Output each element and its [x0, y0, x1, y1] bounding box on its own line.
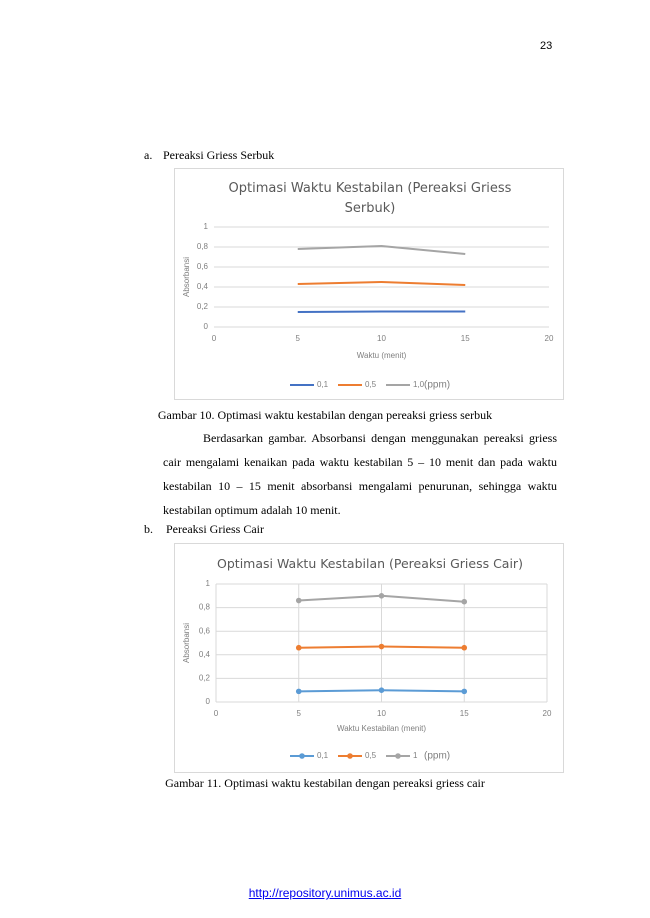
section-marker: a. — [144, 148, 153, 162]
x-tick-label: 20 — [545, 334, 554, 343]
series-line — [297, 280, 466, 286]
y-tick-label: 0,8 — [199, 603, 211, 612]
legend-unit: (ppm) — [424, 380, 450, 391]
footer-link[interactable]: http://repository.unimus.ac.id — [248, 886, 402, 900]
y-tick-label: 0,6 — [199, 626, 211, 635]
section-marker: b. — [144, 522, 153, 536]
y-tick-label: 0 — [204, 322, 209, 331]
y-tick-label: 0,4 — [197, 282, 209, 291]
series-line — [297, 244, 466, 255]
x-tick-label: 15 — [460, 709, 469, 718]
data-point — [461, 644, 468, 651]
chart-title: Optimasi Waktu Kestabilan (Pereaksi Grie… — [228, 181, 512, 216]
figure-caption: Gambar 10. Optimasi waktu kestabilan den… — [157, 408, 493, 422]
x-tick-label: 0 — [212, 334, 217, 343]
y-tick-label: 0,2 — [199, 674, 211, 683]
y-tick-label: 0,2 — [197, 302, 209, 311]
data-point — [295, 644, 302, 651]
y-tick-label: 0,8 — [197, 242, 209, 251]
y-tick-label: 1 — [204, 222, 209, 231]
legend-label: 1,0 — [413, 380, 425, 389]
chart: Optimasi Waktu Kestabilan (Pereaksi Grie… — [174, 543, 564, 773]
chart: Optimasi Waktu Kestabilan (Pereaksi Grie… — [174, 168, 564, 400]
x-tick-label: 20 — [543, 709, 552, 718]
data-point — [295, 597, 302, 604]
x-axis-label: Waktu (menit) — [357, 351, 407, 360]
x-tick-label: 10 — [377, 709, 386, 718]
figure-caption: Gambar 11. Optimasi waktu kestabilan den… — [165, 776, 485, 790]
x-tick-label: 5 — [296, 334, 301, 343]
y-tick-label: 0,4 — [199, 650, 211, 659]
data-point — [461, 598, 468, 605]
legend-label: 0,5 — [365, 380, 377, 389]
x-tick-label: 0 — [214, 709, 219, 718]
x-axis-label: Waktu Kestabilan (menit) — [337, 724, 426, 733]
data-point — [378, 687, 385, 693]
y-axis-label: Absorbansi — [182, 623, 191, 663]
y-tick-label: 0 — [206, 697, 211, 706]
y-axis-label: Absorbansi — [182, 257, 191, 297]
data-point — [295, 688, 302, 695]
series-line — [297, 310, 466, 313]
y-tick-label: 1 — [206, 579, 211, 588]
legend-label: 0,1 — [317, 380, 329, 389]
legend-label: 1 — [413, 751, 418, 760]
section-title: Pereaksi Griess Serbuk — [163, 148, 275, 162]
data-point — [378, 593, 385, 599]
page-number: 23 — [540, 40, 553, 52]
x-tick-label: 10 — [377, 334, 386, 343]
data-point — [378, 643, 385, 650]
legend-label: 0,1 — [317, 751, 329, 760]
paragraph: Berdasarkan gambar. Absorbansi dengan me… — [163, 431, 557, 517]
legend-label: 0,5 — [365, 751, 377, 760]
chart-title: Optimasi Waktu Kestabilan (Pereaksi Grie… — [217, 556, 523, 571]
x-tick-label: 15 — [461, 334, 470, 343]
section-title: Pereaksi Griess Cair — [166, 522, 264, 536]
legend-marker — [395, 753, 401, 759]
data-point — [461, 688, 468, 695]
legend-marker — [299, 753, 305, 759]
y-tick-label: 0,6 — [197, 262, 209, 271]
legend-unit: (ppm) — [424, 751, 450, 762]
x-tick-label: 5 — [297, 709, 302, 718]
legend-marker — [347, 753, 353, 759]
